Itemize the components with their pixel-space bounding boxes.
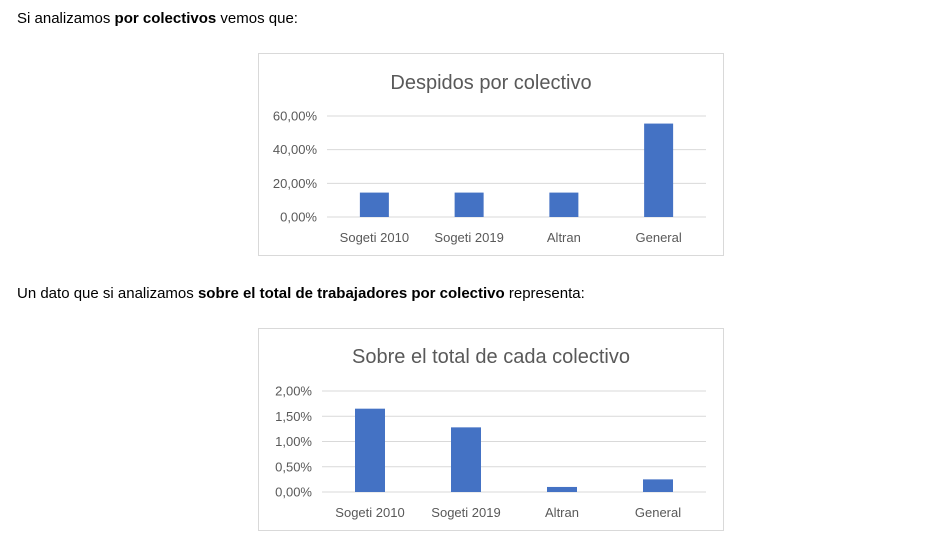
second-paragraph: Un dato que si analizamos sobre el total… bbox=[17, 285, 585, 303]
chart-1-svg: Despidos por colectivo 0,00% 20,00% 40,00% 6… bbox=[273, 72, 706, 245]
chart-1-category-label: Sogeti 2010 bbox=[340, 230, 409, 245]
chart-2-y-tick-label: 1,00% bbox=[275, 434, 312, 449]
chart-1-bar bbox=[359, 192, 389, 217]
chart-2-title: Sobre el total de cada colectivo bbox=[352, 346, 630, 368]
intro-text-end: vemos que: bbox=[216, 10, 298, 27]
chart-1-category-label: Altran bbox=[547, 230, 581, 245]
chart-2-category-label: Altran bbox=[545, 505, 579, 520]
chart-1-bar bbox=[644, 123, 674, 217]
intro-paragraph: Si analizamos por colectivos vemos que: bbox=[17, 10, 298, 28]
chart-1-category-label: General bbox=[636, 230, 682, 245]
chart-2-bar bbox=[451, 427, 481, 492]
chart-2-bar bbox=[547, 486, 577, 492]
chart-sobre-el-total: Sobre el total de cada colectivo 0,00% 0,5… bbox=[258, 328, 724, 531]
chart-1-title: Despidos por colectivo bbox=[390, 72, 591, 94]
chart-2-y-tick-label: 2,00% bbox=[275, 384, 312, 399]
chart-1-bar bbox=[454, 192, 484, 217]
chart-2-y-tick-label: 0,50% bbox=[275, 459, 312, 474]
second-text-end: representa: bbox=[504, 285, 585, 302]
intro-text-start: Si analizamos bbox=[17, 10, 115, 27]
chart-1-y-tick-label: 20,00% bbox=[273, 176, 318, 191]
chart-1-bar bbox=[549, 192, 579, 217]
chart-despidos-por-colectivo: Despidos por colectivo 0,00% 20,00% 40,00% 6… bbox=[258, 53, 724, 256]
chart-1-category-label: Sogeti 2019 bbox=[434, 230, 503, 245]
chart-2-y-tick-label: 0,00% bbox=[275, 485, 312, 500]
chart-2-y-tick-label: 1,50% bbox=[275, 409, 312, 424]
intro-text-bold: por colectivos bbox=[114, 10, 217, 27]
chart-2-category-label: Sogeti 2010 bbox=[335, 505, 404, 520]
chart-2-category-label: General bbox=[635, 505, 681, 520]
chart-1-y-tick-label: 0,00% bbox=[280, 210, 317, 225]
chart-2-bar bbox=[355, 408, 385, 492]
second-text-start: Un dato que si analizamos bbox=[17, 285, 198, 302]
chart-2-category-label: Sogeti 2019 bbox=[431, 505, 500, 520]
chart-1-y-tick-label: 40,00% bbox=[273, 142, 318, 157]
second-text-bold: sobre el total de trabajadores por colec… bbox=[197, 285, 505, 302]
chart-2-svg: Sobre el total de cada colectivo 0,00% 0,5… bbox=[275, 346, 706, 520]
chart-2-bar bbox=[643, 479, 673, 492]
chart-1-y-tick-label: 60,00% bbox=[273, 109, 318, 124]
